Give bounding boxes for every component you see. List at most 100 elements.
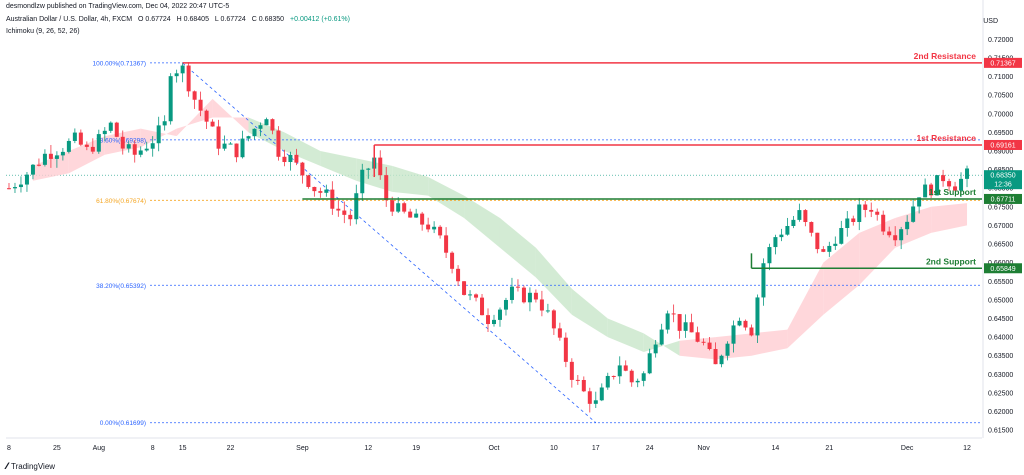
candle-body (875, 211, 880, 215)
x-tick-label: Nov (697, 445, 710, 452)
footer: ⁄⁄ TradingView (6, 461, 55, 471)
candle-body (426, 224, 431, 230)
y-tick-label: 0.66500 (988, 242, 1013, 249)
candle-body (809, 222, 814, 233)
candle-body (605, 375, 610, 388)
x-tick-label: 12 (963, 445, 971, 452)
footer-brand: TradingView (11, 461, 56, 471)
y-tick-label: 0.68000 (988, 186, 1013, 193)
y-tick-label: 0.62500 (988, 390, 1013, 397)
candle-body (240, 138, 245, 158)
candle-body (929, 184, 934, 196)
candle-body (665, 313, 670, 330)
candle-body (659, 329, 664, 345)
candle-body (492, 319, 496, 325)
candle-body (162, 121, 167, 126)
candle-body (480, 297, 485, 316)
level-price-tag-text: 0.67711 (991, 196, 1016, 203)
candle-body (414, 213, 419, 218)
ichimoku-cloud-segment (895, 206, 932, 248)
candle-body (527, 292, 532, 303)
candle-body (306, 175, 311, 187)
candle-body (833, 243, 838, 246)
candle-body (521, 287, 526, 303)
ichimoku-cloud-segment (499, 217, 536, 278)
candle-body (210, 121, 215, 127)
high-value: H 0.68405 (176, 16, 209, 23)
candle-body (515, 286, 520, 288)
level-price-tag (984, 139, 1022, 150)
candle-body (791, 219, 796, 227)
candle-body (887, 231, 892, 236)
candle-body (18, 184, 23, 188)
y-tick-label: 0.67000 (988, 223, 1013, 230)
candle-body (366, 168, 371, 170)
ichimoku-cloud-segment (751, 329, 788, 356)
candle-body (599, 387, 604, 401)
candle-body (533, 292, 538, 300)
candle-body (593, 400, 598, 404)
x-tick-label: 12 (364, 445, 372, 452)
candle-body (749, 327, 754, 336)
candle-body (857, 204, 862, 223)
y-tick-label: 0.72000 (988, 37, 1013, 44)
candle-body (743, 320, 748, 328)
candle-body (683, 322, 688, 331)
candle-body (761, 263, 766, 298)
candle-body (486, 315, 491, 325)
candle-body (252, 128, 257, 137)
x-tick-label: 21 (825, 445, 833, 452)
candle-body (569, 361, 574, 380)
ichimoku-cloud-segment (643, 333, 680, 356)
candle-body (575, 379, 580, 381)
x-tick-label: Sep (296, 445, 309, 452)
level-name: 2nd Resistance (914, 51, 977, 61)
candle-body (695, 332, 700, 342)
candle-body (707, 342, 712, 350)
indicator-line[interactable]: Ichimoku (9, 26, 52, 26) (6, 28, 84, 35)
x-tick-label: 8 (7, 445, 11, 452)
candle-body (468, 294, 473, 296)
candle-body (54, 155, 59, 159)
y-tick-label: 0.71000 (988, 74, 1013, 81)
ichimoku-cloud-segment (607, 318, 644, 352)
ichimoku-cloud-segment (823, 232, 860, 315)
candle-body (923, 184, 928, 198)
candle-body (72, 132, 77, 141)
candle-body (911, 206, 916, 222)
ichimoku-cloud-segment (859, 217, 896, 285)
candle-body (641, 373, 646, 381)
currency-label: USD (983, 18, 998, 25)
candle-body (462, 281, 467, 295)
ichimoku-cloud-segment (679, 337, 716, 360)
y-tick-label: 0.62000 (988, 409, 1013, 416)
candle-body (408, 211, 413, 218)
y-tick-label: 0.70000 (988, 111, 1013, 118)
candle-body (6, 188, 11, 190)
y-tick-label: 0.63500 (988, 353, 1013, 360)
candle-body (336, 208, 341, 211)
candle-body (905, 221, 910, 230)
last-price-value: 0.68350 (990, 173, 1015, 180)
candle-body (102, 130, 107, 135)
candle-body (402, 203, 407, 212)
candle-body (288, 154, 293, 163)
ichimoku-cloud-segment (248, 117, 285, 151)
candle-body (557, 328, 562, 338)
candle-body (863, 204, 868, 210)
candle-body (270, 119, 275, 131)
level-price-tag (984, 193, 1022, 204)
candle-body (276, 130, 281, 157)
ichimoku-cloud-segment (320, 150, 357, 181)
y-tick-label: 0.64500 (988, 316, 1013, 323)
candle-body (953, 186, 958, 191)
candle-body (935, 175, 940, 196)
level-price-tag-text: 0.65849 (990, 266, 1015, 273)
close-value: C 0.68350 (251, 16, 285, 23)
candle-body (719, 355, 724, 365)
symbol-line: Australian Dollar / U.S. Dollar, 4h, FXC… (6, 16, 354, 23)
candle-body (587, 391, 592, 404)
x-tick-label: 19 (412, 445, 420, 452)
candle-body (899, 229, 904, 241)
